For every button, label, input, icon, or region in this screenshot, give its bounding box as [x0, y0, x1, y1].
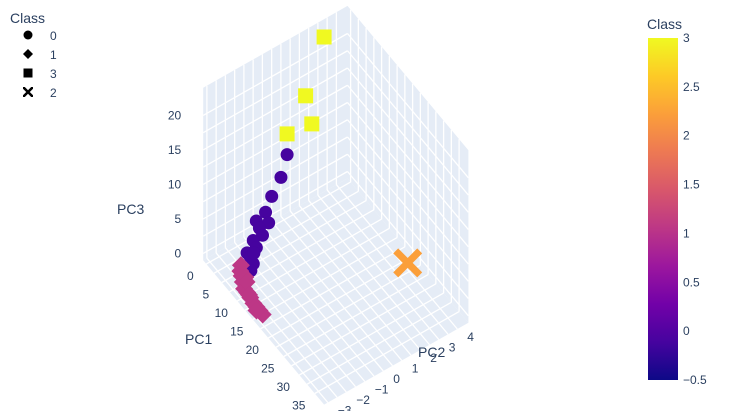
x-tick-label: 20 [246, 343, 260, 357]
y-tick-label: −2 [356, 393, 370, 407]
colorbar-tick-label: 2.5 [683, 80, 700, 94]
colorbar-ticks: 3 2.5 2 1.5 1 0.5 0 −0.5 [683, 31, 707, 387]
legend-title: Class [10, 10, 46, 26]
y-tick-label: −1 [375, 383, 389, 397]
x-tick-label: 25 [261, 362, 275, 376]
circle-icon [20, 27, 36, 45]
legend-item-class-0[interactable]: 0 [20, 26, 57, 45]
x-tick-label: 0 [187, 269, 194, 283]
marker-class-3 [279, 126, 295, 142]
x-tick-label: 5 [202, 288, 209, 302]
legend: Class 0 1 3 2 [10, 10, 57, 102]
marker-class-0 [247, 246, 261, 260]
legend-item-class-2[interactable]: 2 [20, 83, 57, 102]
marker-class-1 [237, 272, 256, 291]
x-tick-label: 30 [277, 380, 291, 394]
colorbar-tick-label: 1 [683, 226, 690, 240]
marker-class-0 [265, 189, 279, 203]
y-tick-label: 4 [467, 330, 474, 344]
marker-class-1 [247, 301, 266, 320]
marker-class-3 [298, 88, 314, 104]
gridlines [202, 9, 469, 403]
marker-class-2 [393, 248, 423, 278]
x-tick-label: 10 [215, 306, 229, 320]
colorbar-tick-label: 2 [683, 129, 690, 143]
marker-class-1 [240, 285, 259, 304]
legend-label: 0 [50, 28, 57, 43]
marker-class-0 [274, 170, 288, 184]
colorbar-title: Class [647, 16, 683, 32]
square-icon [20, 65, 36, 83]
z-tick-label: 0 [175, 246, 182, 260]
z-tick-label: 20 [168, 108, 182, 122]
x-axis-label: PC1 [185, 331, 212, 347]
z-tick-label: 15 [168, 143, 182, 157]
y-axis-label: PC2 [418, 344, 445, 360]
colorbar-tick-label: 0 [683, 324, 690, 338]
x-tick-label: 35 [292, 399, 306, 411]
colorbar-tick-label: −0.5 [683, 373, 707, 387]
marker-class-0 [280, 148, 294, 162]
legend-item-class-1[interactable]: 1 [20, 45, 57, 64]
y-tick-label: 0 [393, 372, 400, 386]
y-tick-label: 1 [412, 362, 419, 376]
x-tick-label: 15 [230, 325, 244, 339]
marker-class-3 [304, 116, 320, 132]
legend-label: 3 [50, 66, 57, 81]
legend-label: 2 [50, 85, 57, 100]
legend-item-class-3[interactable]: 3 [20, 64, 57, 83]
colorbar-tick-label: 0.5 [683, 275, 700, 289]
marker-class-0 [259, 205, 273, 219]
y-tick-label: 2 [430, 351, 437, 365]
y-tick-label: −3 [338, 404, 352, 411]
z-axis-label: PC3 [117, 201, 144, 217]
x-icon [20, 84, 36, 102]
z-tick-label: 10 [168, 177, 182, 191]
colorbar-tick-label: 3 [683, 31, 690, 45]
z-tick-label: 5 [175, 212, 182, 226]
marker-class-3 [316, 29, 332, 45]
colorbar-tick-label: 1.5 [683, 178, 700, 192]
legend-label: 1 [50, 47, 57, 62]
data-markers [231, 29, 423, 324]
diamond-icon [20, 46, 36, 64]
y-tick-label: 3 [449, 341, 456, 355]
colorbar-gradient [648, 38, 678, 380]
